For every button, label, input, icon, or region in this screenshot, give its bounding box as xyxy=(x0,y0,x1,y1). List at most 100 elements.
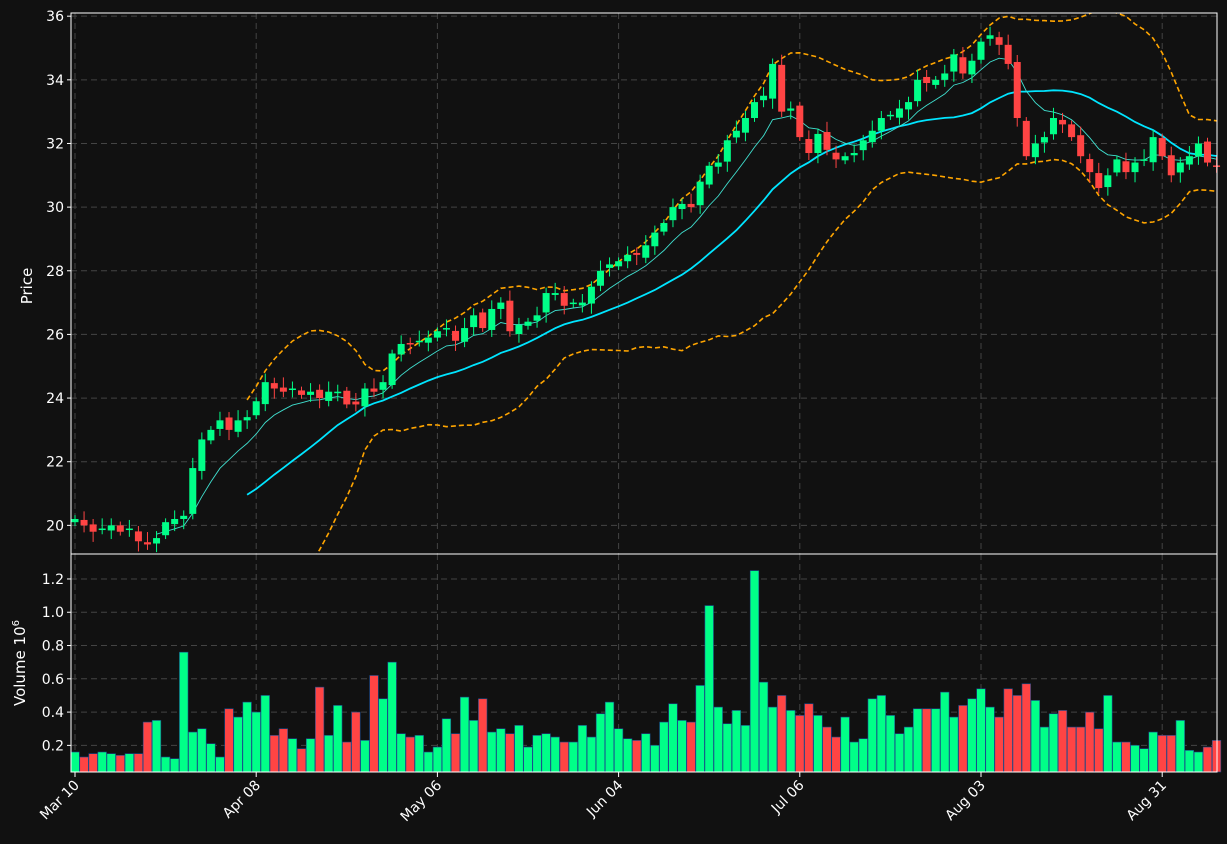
candle xyxy=(1176,157,1184,183)
candle xyxy=(298,386,305,399)
candle-body xyxy=(705,165,713,185)
candle-body xyxy=(606,264,614,268)
volume-bar xyxy=(912,708,923,773)
candle xyxy=(1113,155,1121,177)
volume-bar xyxy=(1057,710,1068,773)
candle xyxy=(370,378,378,398)
volume-bar xyxy=(777,695,787,773)
candle-body xyxy=(180,515,188,519)
candle-body xyxy=(551,293,559,295)
candle xyxy=(950,48,958,82)
volume-bar xyxy=(360,740,370,773)
candle xyxy=(868,120,876,148)
volume-bar xyxy=(242,701,252,773)
candle-body xyxy=(307,391,315,395)
candle xyxy=(669,198,677,228)
candle-body xyxy=(143,542,151,545)
candle-body xyxy=(1013,62,1021,119)
volume-bar xyxy=(722,723,732,773)
volume-bar xyxy=(967,698,977,773)
candle-body xyxy=(497,302,505,309)
candle xyxy=(741,111,749,142)
volume-bar xyxy=(949,716,959,773)
volume-tick-label: 0.8 xyxy=(42,639,64,655)
volume-bar xyxy=(70,751,80,773)
volume-tick-label: 0.2 xyxy=(42,738,64,754)
volume-bar xyxy=(161,756,171,773)
candle-body xyxy=(886,114,894,117)
volume-bar xyxy=(342,741,352,773)
candle xyxy=(397,335,405,362)
candle-body xyxy=(814,133,822,154)
candle xyxy=(805,130,813,161)
candle xyxy=(1004,34,1012,70)
volume-bar xyxy=(849,741,859,773)
candle-body xyxy=(787,108,795,111)
candle-body xyxy=(470,315,478,328)
candle-body xyxy=(325,391,333,401)
volume-bar xyxy=(867,698,877,773)
candle xyxy=(633,247,641,266)
candle-body xyxy=(923,76,931,84)
volume-bar xyxy=(903,726,914,773)
candle-body xyxy=(162,522,170,536)
volume-bar xyxy=(251,711,261,773)
volume-bar xyxy=(731,710,741,773)
candle xyxy=(1185,146,1193,170)
candle xyxy=(905,96,913,120)
candle xyxy=(678,198,686,220)
candle xyxy=(406,337,414,355)
volume-bar xyxy=(1130,745,1140,773)
volume-tick-label: 0.4 xyxy=(42,705,64,721)
candle-body xyxy=(1040,137,1048,143)
candle-body xyxy=(941,73,949,80)
volume-bar xyxy=(1202,746,1213,773)
candle xyxy=(760,87,768,108)
candle xyxy=(778,54,786,118)
candle-body xyxy=(279,387,287,392)
volume-bar xyxy=(487,731,497,773)
candle-body xyxy=(751,102,758,119)
candle xyxy=(596,260,604,292)
volume-bar xyxy=(586,736,597,773)
candle xyxy=(107,518,115,540)
candle xyxy=(116,521,124,536)
volume-bar xyxy=(459,696,470,773)
candle-body xyxy=(461,328,469,342)
candle xyxy=(814,128,822,164)
candle xyxy=(316,384,324,409)
candle xyxy=(932,76,940,89)
volume-bar xyxy=(840,716,850,773)
volume-bar xyxy=(541,733,551,773)
candle-body xyxy=(624,254,632,262)
candle-body xyxy=(397,343,405,355)
candle-body xyxy=(914,79,922,102)
candle-body xyxy=(388,353,396,386)
volume-bar xyxy=(641,733,651,773)
candle-body xyxy=(424,337,432,343)
volume-bar xyxy=(894,733,905,773)
candle-body xyxy=(1068,124,1076,138)
candle-body xyxy=(343,390,351,405)
volume-bar xyxy=(1103,695,1113,773)
candle-body xyxy=(587,286,595,304)
candle xyxy=(569,298,577,308)
candle-body xyxy=(1167,155,1175,176)
price-tick-label: 26 xyxy=(46,327,64,343)
candle-body xyxy=(89,524,97,532)
candle xyxy=(279,377,287,398)
price-y-ticks: 20 22 24 26 28 30 32 34 36 xyxy=(46,9,71,534)
candle-body xyxy=(741,118,749,133)
volume-bar xyxy=(822,726,832,773)
volume-bar xyxy=(632,740,642,773)
candle-body xyxy=(1149,137,1157,163)
volume-bar xyxy=(88,753,98,773)
candle xyxy=(452,325,460,351)
volume-bar xyxy=(514,725,524,773)
price-tick-label: 36 xyxy=(46,9,64,25)
volume-bar xyxy=(278,728,288,773)
candle-body xyxy=(107,525,115,531)
lower-band-line xyxy=(315,158,1217,554)
volume-bar xyxy=(170,758,180,773)
candle xyxy=(769,58,777,109)
